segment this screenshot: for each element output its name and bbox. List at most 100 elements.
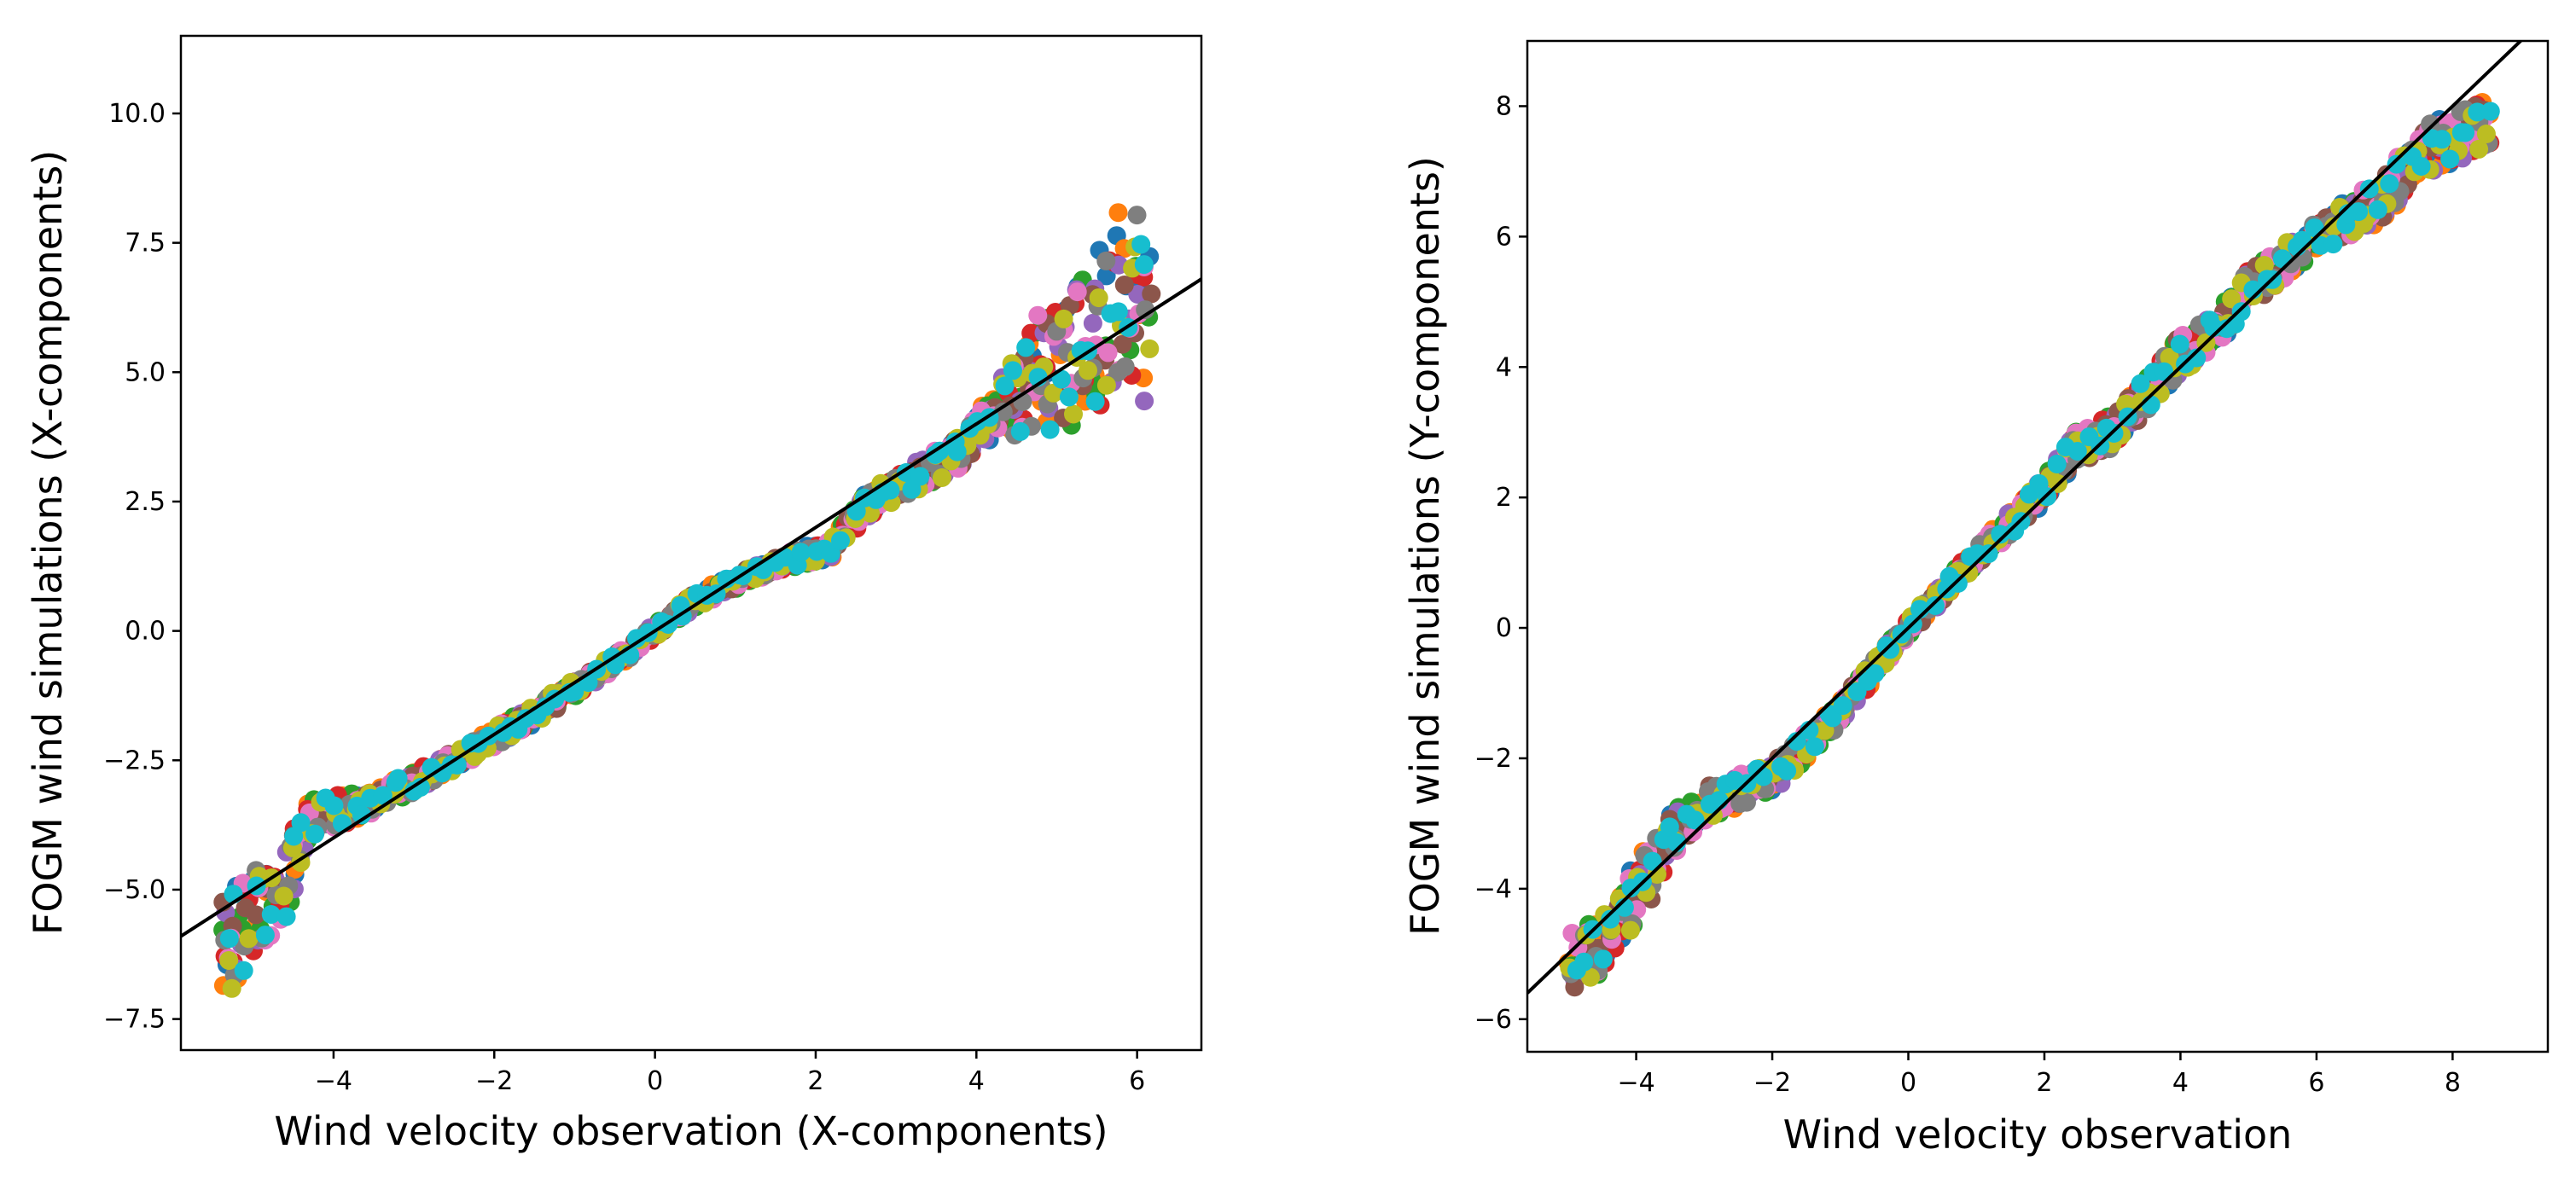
scatter-point [239,929,259,949]
scatter-point [1135,392,1154,411]
scatter-point [1016,338,1036,357]
scatter-point [1660,817,1679,837]
scatter-point [2141,395,2160,415]
scatter-point [373,786,393,805]
scatter-point [261,905,281,924]
scatter-point [1127,206,1147,225]
scatter-point [2469,139,2489,159]
scatter-point [1044,383,1063,403]
scatter-point [1089,288,1108,308]
scatter-point [1777,761,1797,781]
scatter-point [1010,421,1030,441]
scatter-point [1948,573,1968,593]
y-tick-label: −7.5 [103,1005,166,1035]
scatter-point [2349,202,2369,222]
scatter-point [1593,949,1613,969]
scatter-point [2104,424,2124,443]
scatter-point [1096,375,1116,395]
y-tick-label: 4 [1496,352,1512,382]
scatter-point [947,442,967,461]
scatter-point [1134,255,1154,275]
scatter-point [2131,374,2150,393]
scatter-point [933,468,951,487]
x-tick-label: 4 [2172,1068,2189,1098]
scatter-point [219,929,239,949]
scatter-point [1114,276,1134,294]
scatter-point [284,827,304,846]
scatter-point [2411,157,2431,176]
y-tick-label: 0.0 [125,617,166,647]
scatter-point [410,777,430,797]
scatter-point [352,805,371,825]
x-tick-label: 2 [807,1066,823,1096]
scatter-point [2323,235,2343,254]
scatter-point [2187,348,2207,368]
scatter-point [1601,909,1620,929]
scatter-point [1865,664,1885,683]
scatter-point [1140,339,1160,358]
x-tick-label: −4 [315,1066,352,1096]
left-chart-panel: −4 −2 0 2 4 6 −7.5 −5.0 −2.5 0.0 2.5 5.0 7.5 10.0 Wi… [25,34,1203,1154]
scatter-point [910,467,930,486]
y-tick-label: −6 [1474,1005,1512,1035]
scatter-point [1040,420,1060,439]
scatter-point [1064,404,1083,424]
scatter-point [1083,313,1102,333]
scatter-point [1059,387,1079,407]
scatter-point [2421,114,2440,134]
left-reference-line [181,277,1201,938]
x-tick-label: 0 [1900,1068,1916,1098]
x-tick-label: −2 [475,1066,513,1096]
scatter-point [2476,125,2496,143]
scatter-point [1753,767,1773,786]
right-chart-panel: −4 −2 0 2 4 6 8 −6 −4 −2 0 2 4 6 8 Wind velocity obse… [1402,39,2550,1158]
scatter-point [831,531,850,550]
scatter-point [1620,920,1640,940]
y-tick-label: −5.0 [103,875,166,905]
scatter-point [388,769,408,788]
right-plot-frame [1526,39,2550,1053]
right-y-ticks: −6 −4 −2 0 2 4 6 8 [1474,91,1527,1035]
x-tick-label: 6 [1129,1066,1145,1096]
scatter-point [1787,732,1806,752]
scatter-point [1881,640,1900,659]
scatter-point [1052,369,1071,389]
scatter-point [1833,696,1852,716]
scatter-point [305,824,324,844]
scatter-point [1108,203,1128,223]
scatter-point [791,543,811,562]
left-y-axis-title: FOGM wind simulations (X-components) [25,150,71,935]
y-tick-label: 5.0 [125,357,166,387]
y-tick-label: −4 [1474,874,1512,904]
x-tick-label: −4 [1617,1068,1654,1098]
scatter-point [1926,596,1945,615]
left-scatter-points [213,203,1161,998]
left-y-ticks: −7.5 −5.0 −2.5 0.0 2.5 5.0 7.5 10.0 [103,99,181,1035]
x-tick-label: 6 [2308,1068,2324,1098]
x-tick-label: 0 [647,1066,663,1096]
scatter-point [1709,791,1729,810]
scatter-point [1067,282,1087,302]
scatter-point [2231,302,2251,322]
scatter-point [219,951,239,970]
x-tick-label: 8 [2445,1068,2461,1098]
scatter-point [2067,442,2087,461]
y-tick-label: 0 [1496,613,1512,643]
scatter-point [1096,251,1116,270]
y-tick-label: −2 [1474,744,1512,774]
y-tick-label: 2 [1496,483,1512,513]
scatter-point [1574,952,1594,972]
y-tick-label: 2.5 [125,487,166,517]
scatter-point [1054,309,1073,328]
scatter-point [234,961,253,980]
y-tick-label: 7.5 [125,229,166,258]
y-tick-label: 8 [1496,91,1512,121]
scatter-point [1085,392,1105,411]
scatter-point [2468,102,2487,122]
scatter-point [995,376,1015,396]
scatter-point [1142,284,1161,304]
y-tick-label: 10.0 [108,99,166,129]
x-tick-label: 4 [968,1066,985,1096]
scatter-point [821,543,840,563]
